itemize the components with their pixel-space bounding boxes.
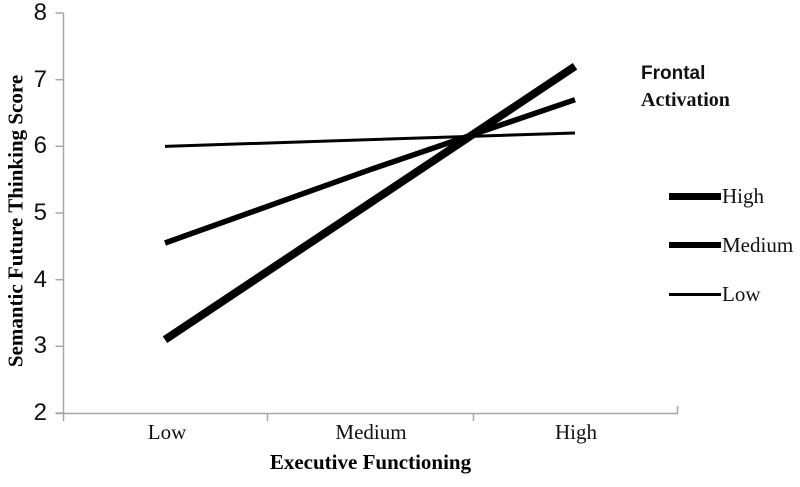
- x-tick-label-high: High: [555, 420, 597, 444]
- legend-item-high: High: [669, 181, 764, 211]
- legend-label-high: High: [722, 183, 764, 208]
- y-tick-label-6: 6: [33, 132, 47, 160]
- legend-label-medium: Medium: [722, 232, 794, 257]
- series-line-medium: [164, 97, 576, 246]
- series-line-high: [162, 63, 578, 343]
- y-tick-label-5: 5: [33, 199, 47, 226]
- y-tick-label-3: 3: [33, 332, 47, 360]
- y-tick-label-8: 8: [33, 0, 47, 26]
- x-axis-title: Executive Functioning: [269, 450, 472, 474]
- y-tick-label-4: 4: [33, 265, 47, 293]
- legend-title: Frontal Activation: [641, 60, 730, 114]
- legend-swatch-high: [669, 192, 721, 200]
- legend-swatch-low: [669, 292, 721, 296]
- x-tick-label-low: Low: [147, 420, 187, 444]
- x-tick-label-medium: Medium: [335, 420, 407, 444]
- series-line-low: [164, 131, 576, 148]
- legend-title-line2: Activation: [641, 89, 730, 111]
- legend-item-medium: Medium: [669, 230, 793, 260]
- legend-label-low: Low: [722, 281, 761, 306]
- legend-item-low: Low: [669, 279, 761, 309]
- y-tick-label-7: 7: [33, 65, 47, 93]
- legend-swatch-medium: [669, 242, 721, 248]
- legend-title-line1: Frontal: [641, 63, 706, 84]
- y-tick-label-2: 2: [33, 399, 47, 426]
